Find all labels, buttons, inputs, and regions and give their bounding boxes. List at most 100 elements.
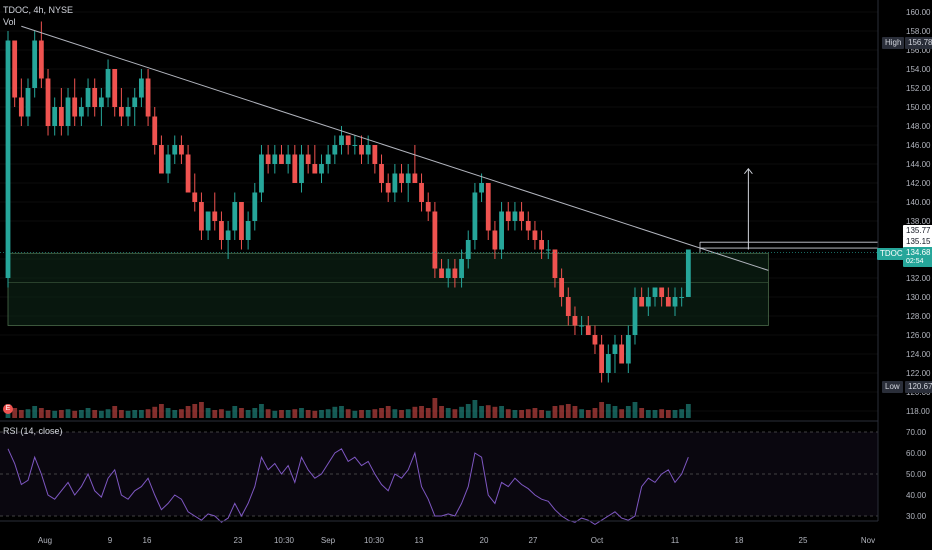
price-tick-label: 150.00: [906, 103, 931, 112]
candle-body: [312, 164, 318, 174]
rsi-line: [7, 448, 689, 525]
price-tick-label: 160.00: [906, 8, 931, 17]
volume-bar: [78, 410, 84, 418]
volume-bar: [432, 398, 438, 418]
level-badge-1: 135.77: [903, 225, 932, 237]
candle-body: [232, 202, 238, 231]
trendline: [21, 25, 769, 271]
high-value: 156.78: [908, 38, 932, 47]
volume-bar: [385, 406, 391, 418]
volume-bar: [612, 406, 618, 418]
rsi-axis[interactable]: 70.00 60.00 50.00 40.00 30.00: [906, 428, 927, 521]
price-tick-label: 122.00: [906, 369, 931, 378]
price-tick-label: 128.00: [906, 312, 931, 321]
volume-bar: [592, 408, 598, 418]
volume-bar: [312, 410, 318, 418]
last-price: 134.68: [906, 248, 931, 257]
last-price-badge: 134.68 02:54: [903, 247, 932, 267]
candle-body: [292, 154, 298, 183]
candle-body: [72, 97, 78, 117]
candle-body: [18, 97, 24, 117]
candle-body: [632, 297, 638, 335]
candle-body: [385, 183, 391, 193]
volume-bar: [632, 402, 638, 418]
volume-bar: [159, 404, 164, 418]
volume-bar: [52, 410, 58, 418]
volume-bar: [58, 410, 64, 418]
candle-body: [539, 240, 544, 250]
price-tick-label: 140.00: [906, 198, 931, 207]
volume-bar: [645, 410, 651, 418]
candle-body: [559, 278, 565, 297]
candle-body: [272, 154, 278, 164]
volume-bar: [452, 409, 458, 418]
candle-body: [352, 145, 358, 146]
candle-body: [592, 335, 598, 345]
time-tick-label: 11: [671, 536, 680, 545]
projection-arrow-head: [743, 167, 753, 175]
symbol-title[interactable]: TDOC, 4h, NYSE: [3, 5, 74, 15]
candle-body: [645, 297, 651, 307]
volume-bar: [259, 404, 264, 418]
volume-bar: [38, 408, 44, 418]
rsi-tick-label: 40.00: [906, 491, 927, 500]
volume-bar: [685, 404, 691, 418]
candle-body: [472, 192, 478, 240]
candle-body: [639, 297, 645, 307]
volume-bar: [412, 406, 418, 418]
price-tick-label: 146.00: [906, 141, 931, 150]
volume-bar: [639, 408, 645, 418]
volume-bar: [359, 410, 364, 418]
candle-body: [545, 249, 551, 251]
volume-bar: [459, 406, 464, 418]
volume-bar: [625, 406, 631, 418]
rsi-tick-label: 50.00: [906, 470, 927, 479]
volume-bar: [192, 404, 198, 418]
time-tick-label: Nov: [861, 536, 875, 545]
volume-bar: [585, 410, 591, 418]
candle-body: [152, 116, 158, 145]
volume-bar: [305, 410, 311, 418]
candle-body: [205, 211, 211, 231]
volume-bar: [339, 406, 344, 418]
volume-bar: [485, 405, 491, 418]
volume-bar: [479, 406, 484, 418]
volume-bar: [505, 409, 511, 418]
candle-body: [365, 145, 371, 155]
low-badge: Low: [882, 381, 903, 393]
candle-body: [379, 164, 384, 183]
candle-body: [599, 344, 605, 373]
price-tick-label: 130.00: [906, 293, 931, 302]
volume-bar: [279, 410, 284, 418]
candle-body: [579, 325, 585, 327]
volume-bar: [285, 410, 291, 418]
high-badge: High: [882, 37, 905, 49]
time-tick-label: 18: [735, 536, 744, 545]
volume-bar: [112, 406, 118, 418]
candle-body: [519, 211, 524, 221]
candle-body: [432, 211, 438, 269]
time-axis[interactable]: Aug 9 16 23 10:30 Sep 10:30 13 20 27 Oct 11 18 25 Nov: [38, 536, 875, 545]
candle-body: [532, 230, 538, 240]
volume-bar: [132, 410, 138, 418]
volume-bar: [65, 409, 71, 418]
earnings-icon[interactable]: E: [3, 404, 13, 414]
candle-body: [179, 145, 184, 155]
candle-body: [319, 164, 324, 174]
volume-bar: [205, 408, 211, 418]
volume-bar: [219, 409, 224, 418]
candle-body: [619, 344, 625, 364]
candle-body: [452, 268, 458, 278]
volume-bar: [172, 410, 178, 418]
price-tick-label: 124.00: [906, 350, 931, 359]
volume-bar: [419, 406, 424, 418]
high-label: High: [885, 38, 902, 47]
countdown: 02:54: [906, 258, 924, 265]
low-value: 120.67: [908, 382, 932, 391]
candle-body: [512, 211, 518, 221]
ticker-label: TDOC: [880, 249, 903, 258]
candle-body: [465, 240, 471, 259]
volume-bar: [272, 410, 278, 418]
volume-bar: [372, 409, 378, 418]
